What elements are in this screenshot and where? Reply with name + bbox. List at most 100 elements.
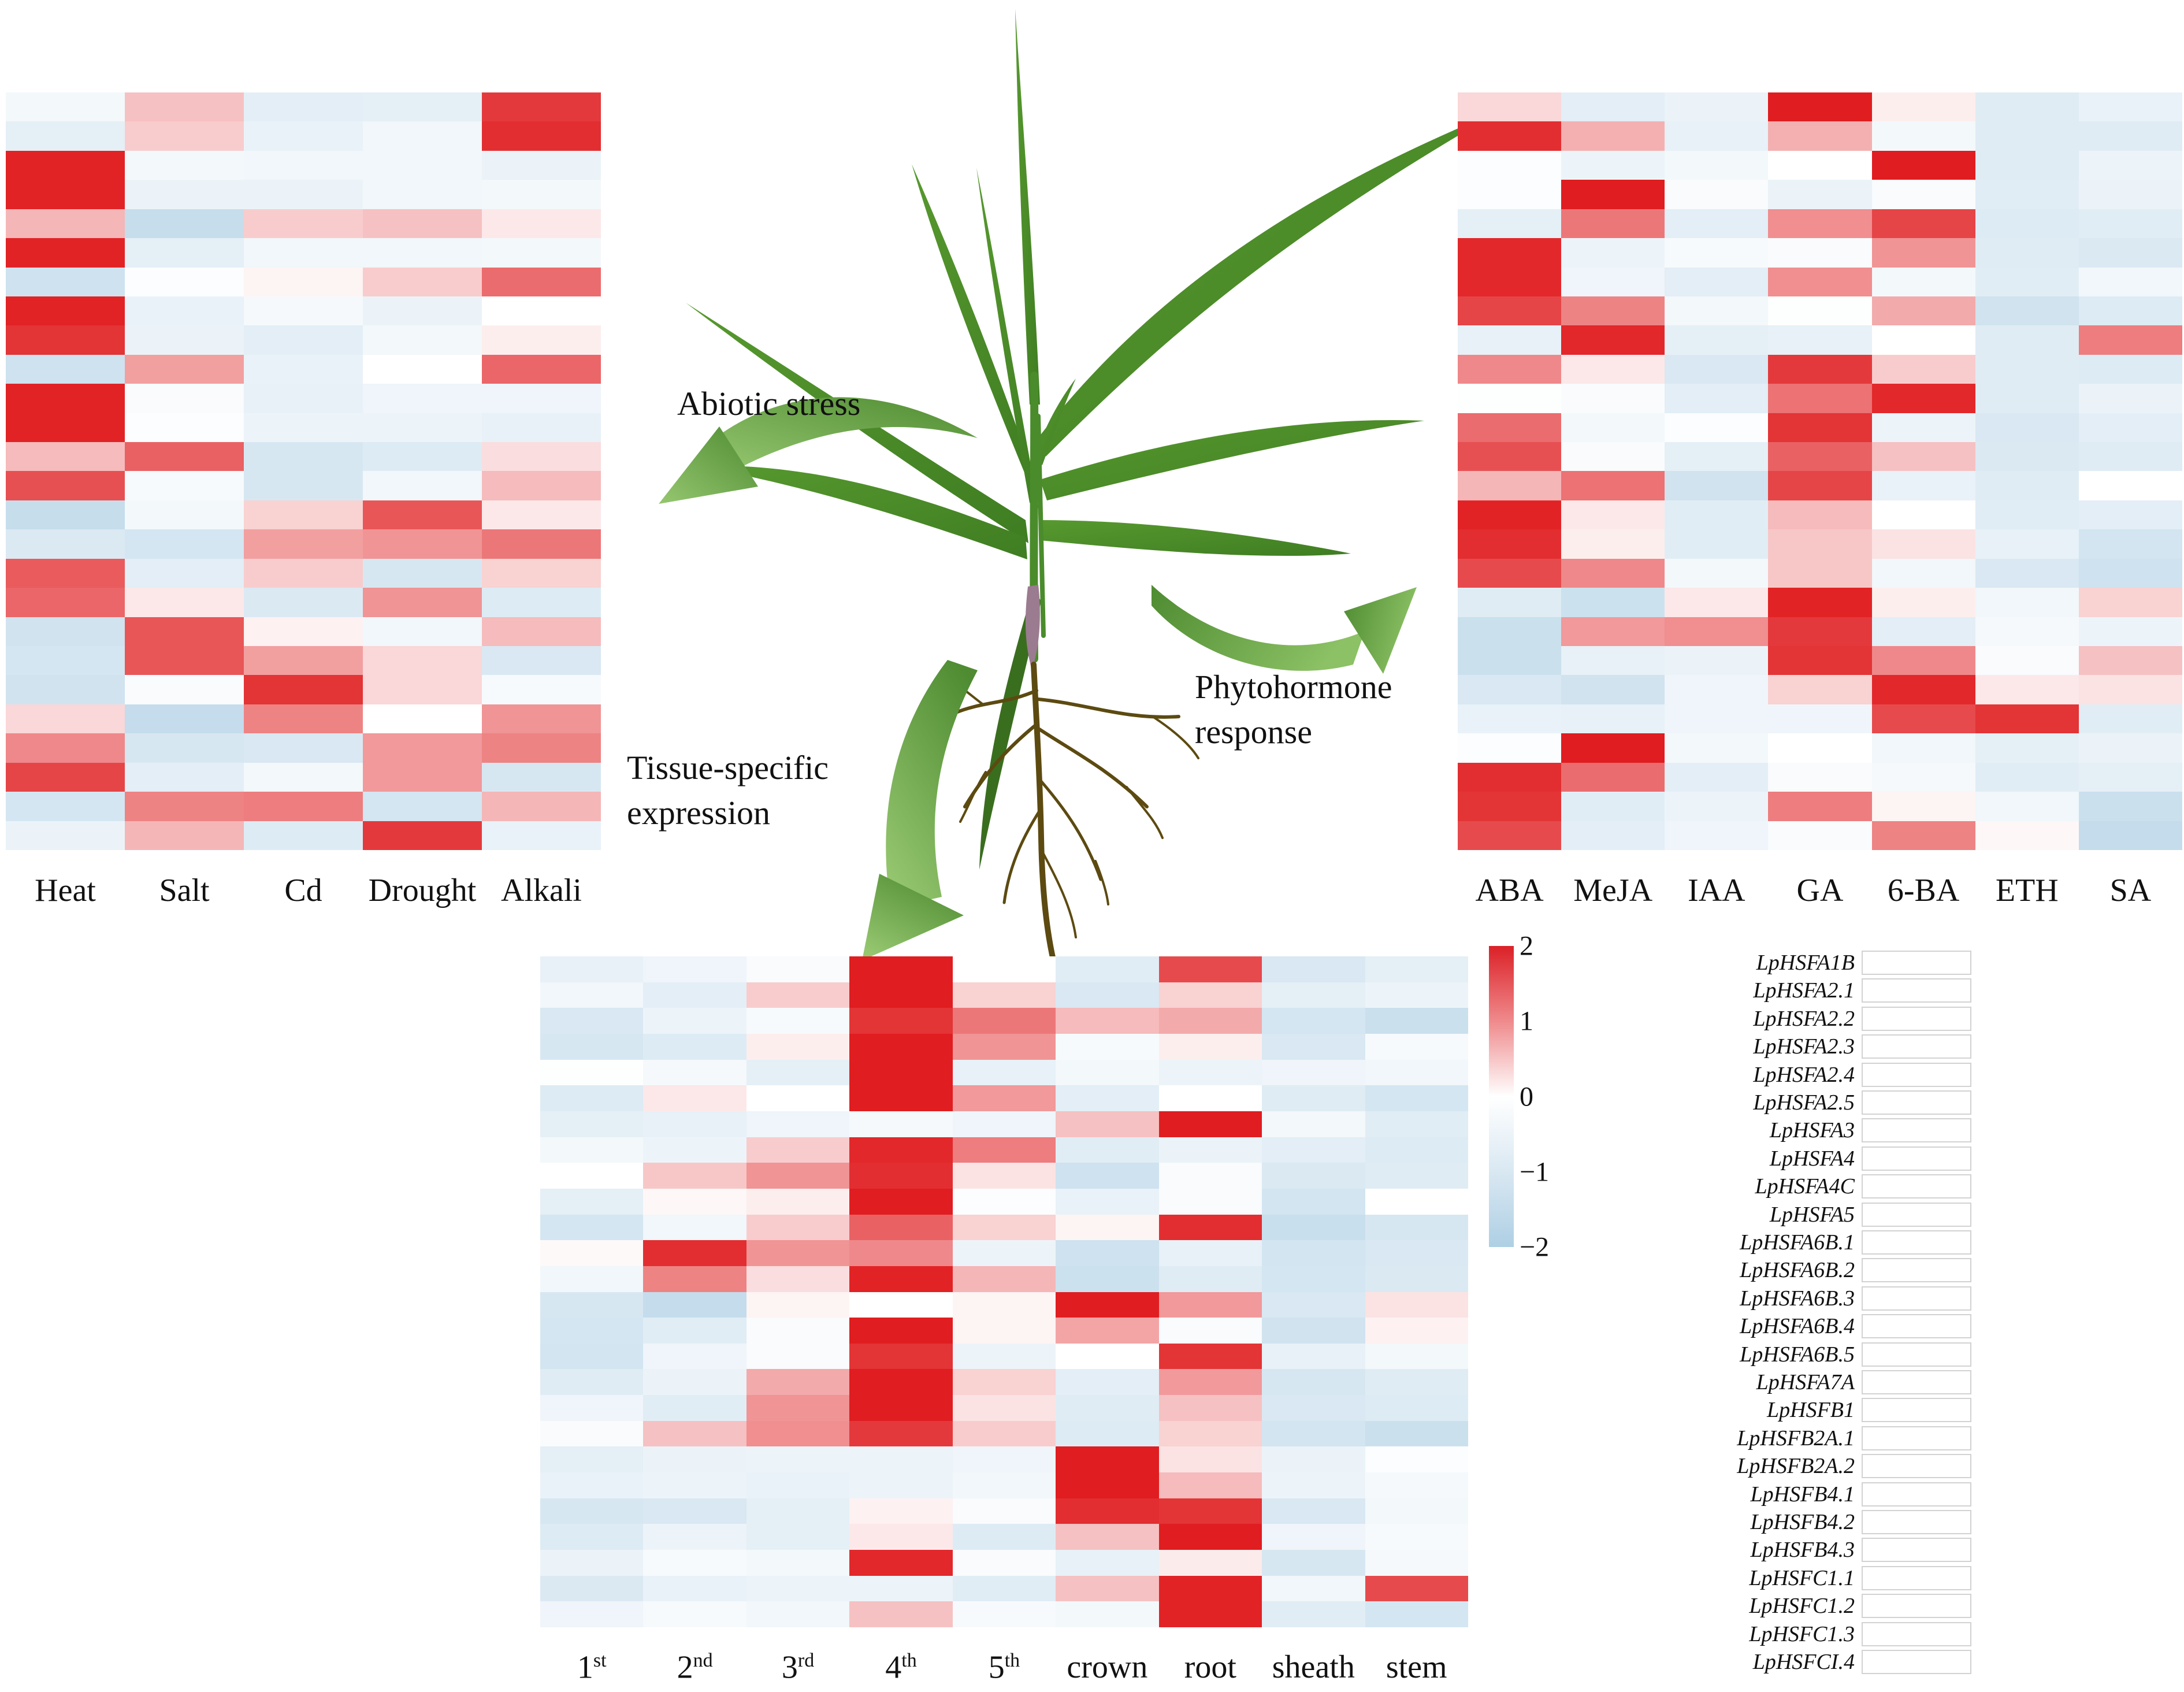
heatmap-cell (1561, 762, 1665, 792)
heatmap-cell (6, 471, 125, 500)
heatmap-cell (6, 733, 125, 763)
heatmap-cell (363, 180, 482, 209)
heatmap-cell (1768, 558, 1872, 588)
heatmap-cell (1365, 1163, 1468, 1189)
gene-list-row: LpHSFC1.2 (1710, 1594, 2011, 1619)
gene-empty-box (1862, 1510, 1971, 1534)
gene-empty-box (1862, 1622, 1971, 1646)
heatmap-cell (746, 1395, 850, 1421)
heatmap-cell (1768, 180, 1872, 209)
heatmap-cell (1768, 471, 1872, 500)
heatmap-cell (1871, 92, 1975, 122)
heatmap-cell (1365, 1343, 1468, 1370)
heatmap-cell (125, 413, 244, 443)
heatmap-cell (125, 180, 244, 209)
heatmap-cell (125, 296, 244, 326)
heatmap-cell (1365, 1059, 1468, 1086)
gene-name: LpHSFB4.2 (1750, 1510, 1855, 1534)
heatmap-cell (125, 558, 244, 588)
heatmap-cell (1158, 1111, 1262, 1137)
heatmap-cell (952, 1318, 1056, 1344)
heatmap-cell (1365, 956, 1468, 982)
heatmap-cell (244, 733, 363, 763)
heatmap-cell (1056, 1498, 1159, 1524)
heatmap-cell (952, 1550, 1056, 1576)
heatmap-cell (643, 1472, 746, 1498)
gene-name: LpHSFA1B (1756, 951, 1855, 975)
heatmap-cell (1561, 442, 1665, 472)
heatmap-cell (1056, 1085, 1159, 1111)
heatmap-cell (849, 956, 953, 982)
heatmap-cell (952, 1498, 1056, 1524)
heatmap-cell (1056, 1446, 1159, 1473)
heatmap-cell (1665, 121, 1769, 151)
heatmap-cell (1975, 558, 2079, 588)
heatmap-cell (1262, 1085, 1365, 1111)
heatmap-cell (244, 238, 363, 268)
tissue-specific-label-line1: Tissue-specific (627, 749, 829, 786)
heatmap-cell (746, 1188, 850, 1215)
heatmap-cell (1458, 529, 1562, 559)
heatmap-cell (1975, 413, 2079, 443)
heatmap-cell (540, 1575, 644, 1602)
heatmap-cell (746, 1008, 850, 1034)
heatmap-cell (1056, 1111, 1159, 1137)
heatmap-cell (482, 92, 601, 122)
heatmap-cell (1871, 296, 1975, 326)
heatmap-cell (1262, 1601, 1365, 1627)
heatmap-cell (2078, 384, 2182, 413)
heatmap-cell (1158, 1524, 1262, 1550)
heatmap-cell (363, 209, 482, 239)
heatmap-cell (952, 1266, 1056, 1292)
heatmap-cell (952, 1111, 1056, 1137)
heatmap-cell (482, 471, 601, 500)
heatmap-cell (244, 209, 363, 239)
heatmap-cell (1665, 558, 1769, 588)
phytohormone-label-line1: Phytohormone (1195, 668, 1392, 706)
heatmap-cell (1458, 588, 1562, 617)
gene-empty-box (1862, 1174, 1971, 1199)
gene-name: LpHSFA6B.1 (1740, 1230, 1855, 1255)
heatmap-cell (1665, 733, 1769, 763)
heatmap-cell (849, 1111, 953, 1137)
heatmap-cell (1561, 209, 1665, 239)
heatmap-cell (244, 762, 363, 792)
heatmap-cell (125, 150, 244, 180)
heatmap-cell (1056, 956, 1159, 982)
heatmap-cell (1158, 1369, 1262, 1396)
heatmap-cell (746, 1085, 850, 1111)
heatmap-cell (540, 1472, 644, 1498)
gene-name: LpHSFB1 (1767, 1398, 1855, 1423)
gene-list-row: LpHSFA7A (1710, 1370, 2011, 1394)
heatmap-cell (1665, 762, 1769, 792)
heatmap-cell (1871, 413, 1975, 443)
heatmap-cell (1665, 792, 1769, 821)
heatmap-cell (125, 675, 244, 704)
heatmap-cell (482, 821, 601, 850)
heatmap-cell (643, 1163, 746, 1189)
heatmap-cell (363, 675, 482, 704)
heatmap-cell (1262, 1524, 1365, 1550)
heatmap-cell (244, 384, 363, 413)
gene-name: LpHSFA2.5 (1753, 1090, 1855, 1115)
heatmap-cell (244, 180, 363, 209)
heatmap-cell (849, 1343, 953, 1370)
heatmap-cell (1665, 500, 1769, 530)
heatmap-cell (1365, 1240, 1468, 1266)
heatmap-cell (1975, 150, 2079, 180)
heatmap-cell (6, 558, 125, 588)
heatmap-cell (540, 1266, 644, 1292)
heatmap-cell (6, 92, 125, 122)
heatmap-cell (482, 792, 601, 821)
heatmap-cell (2078, 733, 2182, 763)
heatmap-cell (363, 792, 482, 821)
heatmap-cell (643, 1420, 746, 1447)
heatmap-cell (746, 1137, 850, 1163)
gene-list-row: LpHSFA4 (1710, 1146, 2011, 1171)
column-label: Drought (368, 873, 477, 908)
heatmap-cell (746, 1318, 850, 1344)
heatmap-cell (482, 646, 601, 676)
heatmap-cell (1561, 384, 1665, 413)
heatmap-cell (1056, 1266, 1159, 1292)
heatmap-cell (746, 1601, 850, 1627)
